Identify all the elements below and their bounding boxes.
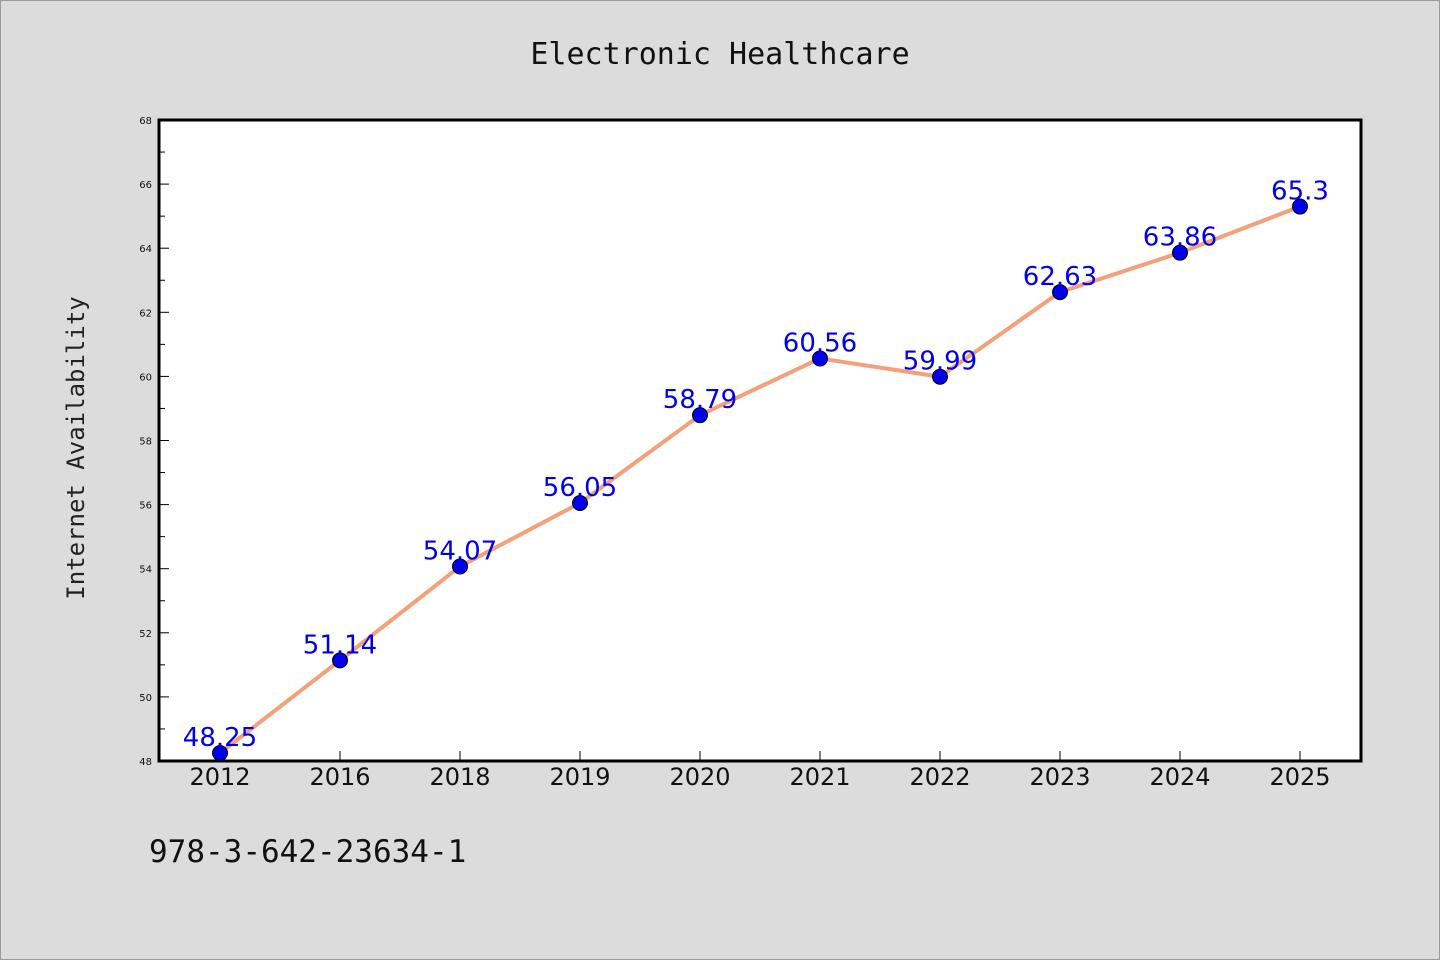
data-point: [1052, 284, 1068, 301]
y-tick-label: 52: [139, 629, 152, 640]
y-tick-label: 62: [139, 308, 152, 319]
series-line: [218, 204, 1301, 755]
data-point: [452, 558, 468, 575]
data-label: 63.86: [1143, 223, 1217, 253]
y-tick-label: 60: [139, 372, 152, 383]
x-tick-label: 2018: [429, 763, 490, 791]
data-label: 54.07: [423, 536, 497, 566]
data-label: 60.56: [783, 328, 857, 358]
data-point: [212, 744, 228, 761]
y-tick-label: 54: [139, 565, 152, 576]
data-labels: 48.25 51.14 54.07 56.05 58.79 60.56 59.99 62.63…: [183, 177, 1329, 753]
data-label: 48.25: [183, 723, 257, 753]
data-point: [932, 368, 948, 385]
data-label: 51.14: [303, 630, 377, 660]
x-tick-label: 2016: [309, 763, 370, 791]
y-tick-label: 56: [139, 501, 152, 512]
data-label: 58.79: [663, 385, 737, 415]
y-tick-label: 64: [139, 244, 152, 255]
data-point: [572, 494, 588, 511]
data-point: [1172, 244, 1188, 261]
x-tick-label: 2023: [1029, 763, 1090, 791]
data-label: 62.63: [1023, 262, 1097, 292]
x-tick-label: 2025: [1269, 763, 1330, 791]
y-tick-label: 58: [139, 437, 152, 448]
x-tick-label: 2012: [189, 763, 250, 791]
data-label: 59.99: [903, 347, 977, 377]
y-axis: 48 50 52 54 56 58 60 62 64 66 68: [139, 116, 169, 768]
y-tick-label: 48: [139, 757, 152, 768]
data-label: 56.05: [543, 473, 617, 503]
footer-code: 978-3-642-23634-1: [149, 834, 467, 870]
x-tick-label: 2024: [1149, 763, 1210, 791]
chart-title: Electronic Healthcare: [530, 37, 909, 72]
data-point: [332, 652, 348, 669]
x-tick-label: 2022: [909, 763, 970, 791]
y-axis-label: Internet Availability: [62, 296, 90, 599]
x-tick-label: 2021: [789, 763, 850, 791]
plot-area: [157, 118, 1363, 763]
y-tick-label: 66: [139, 180, 152, 191]
data-point: [812, 350, 828, 367]
x-tick-label: 2019: [549, 763, 610, 791]
data-markers: [212, 198, 1308, 761]
x-tick-label: 2020: [669, 763, 730, 791]
data-point: [1292, 198, 1308, 215]
data-label: 65.3: [1271, 177, 1329, 207]
data-point: [692, 407, 708, 424]
y-tick-label: 68: [139, 116, 152, 127]
x-axis: 2012 2016 2018 2019 2020 2021 2022 2023 2024 2025: [189, 751, 1331, 791]
y-tick-label: 50: [139, 693, 152, 704]
